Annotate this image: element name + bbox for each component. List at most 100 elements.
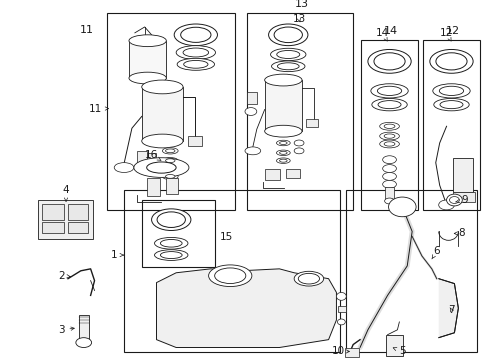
Ellipse shape	[382, 156, 396, 164]
Ellipse shape	[176, 46, 215, 59]
Ellipse shape	[142, 80, 183, 94]
Ellipse shape	[371, 98, 407, 111]
Ellipse shape	[177, 58, 214, 70]
Bar	[187, 136, 202, 146]
Ellipse shape	[448, 197, 458, 203]
Text: 12: 12	[439, 28, 452, 41]
Ellipse shape	[435, 53, 466, 70]
Ellipse shape	[162, 173, 178, 180]
Ellipse shape	[294, 271, 323, 286]
Ellipse shape	[146, 162, 176, 173]
Ellipse shape	[276, 158, 290, 163]
Ellipse shape	[432, 84, 469, 98]
Ellipse shape	[438, 86, 463, 95]
Ellipse shape	[76, 338, 91, 347]
Ellipse shape	[370, 84, 407, 98]
Ellipse shape	[384, 198, 394, 204]
Ellipse shape	[379, 132, 399, 140]
Polygon shape	[438, 279, 457, 338]
Ellipse shape	[114, 163, 134, 172]
Ellipse shape	[429, 49, 472, 73]
Bar	[124, 190, 340, 352]
Text: 12: 12	[445, 26, 459, 36]
Ellipse shape	[157, 212, 185, 228]
Bar	[338, 306, 346, 312]
Text: 14: 14	[375, 28, 388, 41]
Ellipse shape	[271, 61, 305, 72]
Ellipse shape	[377, 86, 401, 95]
Bar	[39, 200, 92, 239]
Bar	[129, 41, 166, 78]
Ellipse shape	[208, 265, 251, 287]
Ellipse shape	[384, 134, 394, 138]
Text: 13: 13	[295, 0, 308, 9]
Ellipse shape	[134, 158, 188, 177]
Ellipse shape	[268, 24, 307, 46]
Ellipse shape	[382, 165, 396, 172]
Ellipse shape	[151, 209, 190, 230]
Bar	[345, 347, 358, 357]
Ellipse shape	[140, 159, 183, 176]
Ellipse shape	[154, 250, 187, 260]
Bar	[42, 204, 64, 220]
Text: 8: 8	[453, 229, 464, 238]
Ellipse shape	[270, 48, 305, 61]
Ellipse shape	[379, 140, 399, 148]
Ellipse shape	[379, 122, 399, 130]
Bar	[264, 168, 280, 180]
Text: 10: 10	[331, 346, 349, 356]
Ellipse shape	[446, 194, 461, 206]
Ellipse shape	[337, 319, 345, 325]
Ellipse shape	[160, 239, 182, 247]
Text: 11: 11	[89, 104, 108, 113]
Bar	[137, 151, 146, 165]
Ellipse shape	[279, 141, 286, 144]
Ellipse shape	[279, 159, 286, 162]
Bar	[360, 40, 417, 210]
Bar	[146, 153, 156, 167]
Ellipse shape	[294, 140, 304, 146]
Ellipse shape	[384, 142, 394, 146]
Text: 11: 11	[80, 25, 94, 35]
Ellipse shape	[377, 100, 400, 109]
Bar	[305, 120, 317, 127]
Text: 4: 4	[62, 185, 69, 201]
Ellipse shape	[382, 180, 396, 188]
Text: 2: 2	[58, 271, 70, 281]
Ellipse shape	[373, 53, 404, 70]
Ellipse shape	[367, 49, 410, 73]
Bar	[146, 178, 160, 196]
Ellipse shape	[382, 172, 396, 180]
Text: 14: 14	[383, 26, 397, 36]
Ellipse shape	[162, 158, 178, 164]
Ellipse shape	[294, 148, 304, 154]
Ellipse shape	[276, 150, 290, 156]
Bar	[452, 158, 472, 192]
Bar	[142, 87, 183, 141]
Bar	[246, 13, 352, 210]
Text: 5: 5	[392, 346, 405, 356]
Ellipse shape	[129, 35, 166, 46]
Ellipse shape	[165, 159, 175, 163]
Ellipse shape	[277, 63, 299, 70]
Ellipse shape	[244, 108, 256, 116]
Ellipse shape	[388, 197, 415, 217]
Ellipse shape	[264, 74, 302, 86]
Ellipse shape	[214, 268, 245, 284]
Bar	[385, 335, 403, 356]
Ellipse shape	[183, 60, 207, 68]
Ellipse shape	[279, 151, 286, 154]
Ellipse shape	[165, 167, 175, 170]
Bar	[166, 178, 178, 194]
Bar	[384, 187, 394, 201]
Bar	[68, 204, 87, 220]
Ellipse shape	[180, 27, 210, 42]
Text: 13: 13	[292, 14, 305, 24]
Ellipse shape	[174, 24, 217, 46]
Bar	[42, 222, 64, 233]
Bar	[452, 192, 474, 202]
Ellipse shape	[183, 48, 208, 57]
Text: 15: 15	[219, 232, 232, 242]
Ellipse shape	[162, 148, 178, 154]
Text: 1: 1	[111, 250, 123, 260]
